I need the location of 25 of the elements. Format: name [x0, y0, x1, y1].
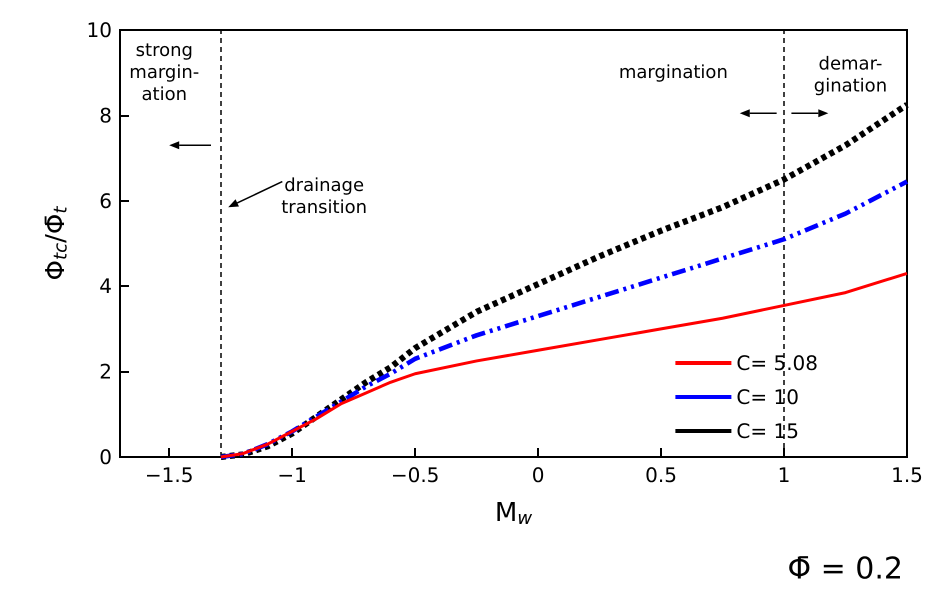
- annotation: demar- gination: [814, 53, 888, 96]
- line-series: [218, 179, 910, 460]
- text: Φ̄ = 0.2: [787, 552, 904, 586]
- x-tick-label: 0.5: [645, 463, 677, 487]
- y-tick-label: 2: [99, 360, 112, 384]
- y-tick-label: 10: [86, 18, 112, 42]
- x-tick-label: 1: [778, 463, 790, 487]
- y-tick-label: 4: [99, 274, 112, 298]
- x-tick-label: −1: [277, 463, 307, 487]
- legend-label: C= 5.08: [736, 351, 818, 375]
- annotation: strong margin- ation: [129, 40, 200, 106]
- x-tick-label: 0: [532, 463, 544, 487]
- x-tick-label: 1.5: [891, 463, 923, 487]
- legend-label: C= 15: [736, 419, 799, 443]
- x-tick-label: −1.5: [144, 463, 194, 487]
- y-tick-label: 0: [99, 445, 112, 469]
- x-axis-title: Mw: [494, 498, 532, 529]
- legend-label: C= 10: [736, 385, 799, 409]
- annotation: margination: [618, 62, 728, 84]
- y-tick-label: 8: [99, 103, 112, 128]
- x-tick-label: −0.5: [390, 463, 440, 487]
- line-series: [219, 272, 908, 458]
- y-tick-label: 6: [99, 188, 112, 213]
- annotation: drainage transition: [281, 175, 368, 218]
- y-axis-title: Φtc/Φ̄t: [40, 206, 72, 280]
